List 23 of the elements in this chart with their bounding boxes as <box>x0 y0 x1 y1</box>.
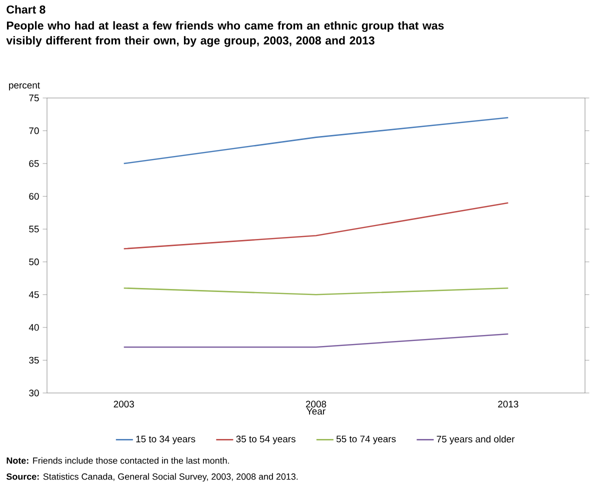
y-tick-label: 45 <box>28 291 39 298</box>
legend-label: 75 years and older <box>436 436 515 444</box>
y-tick-label: 55 <box>29 226 39 232</box>
text: Note: Friends include those contacted in the last month. <box>6 457 229 464</box>
y-tick-label: 75 <box>29 94 39 102</box>
chart-subtitle: People who had at least a few friends who came from an ethnic group that was visibly different from their own, by age group, 2003, 2008 and 2013 <box>6 21 444 47</box>
y-tick-label: 30 <box>29 390 39 396</box>
text: Source: Statistics Canada, General Social Survey, 2003, 2008 and 2013. <box>6 473 298 482</box>
y-tick-label: 60 <box>29 192 39 200</box>
legend-label: 55 to 74 years <box>336 436 396 444</box>
y-tick-label: 70 <box>29 127 39 134</box>
x-tick-label: 2003 <box>114 400 134 408</box>
legend-label: 15 to 34 years <box>136 436 196 444</box>
y-tick-label: 65 <box>29 160 39 167</box>
y-axis-title: percent <box>9 82 40 90</box>
legend-label: 35 to 54 years <box>236 436 296 444</box>
x-tick-label: 2013 <box>498 400 518 408</box>
y-tick-label: 40 <box>28 324 39 331</box>
y-tick-label: 50 <box>29 258 39 266</box>
x-tick-label: 2008 <box>306 400 326 408</box>
x-axis-title: Year <box>306 408 326 415</box>
y-tick-label: 35 <box>29 356 39 364</box>
chart-title: Chart 8 <box>6 5 46 14</box>
